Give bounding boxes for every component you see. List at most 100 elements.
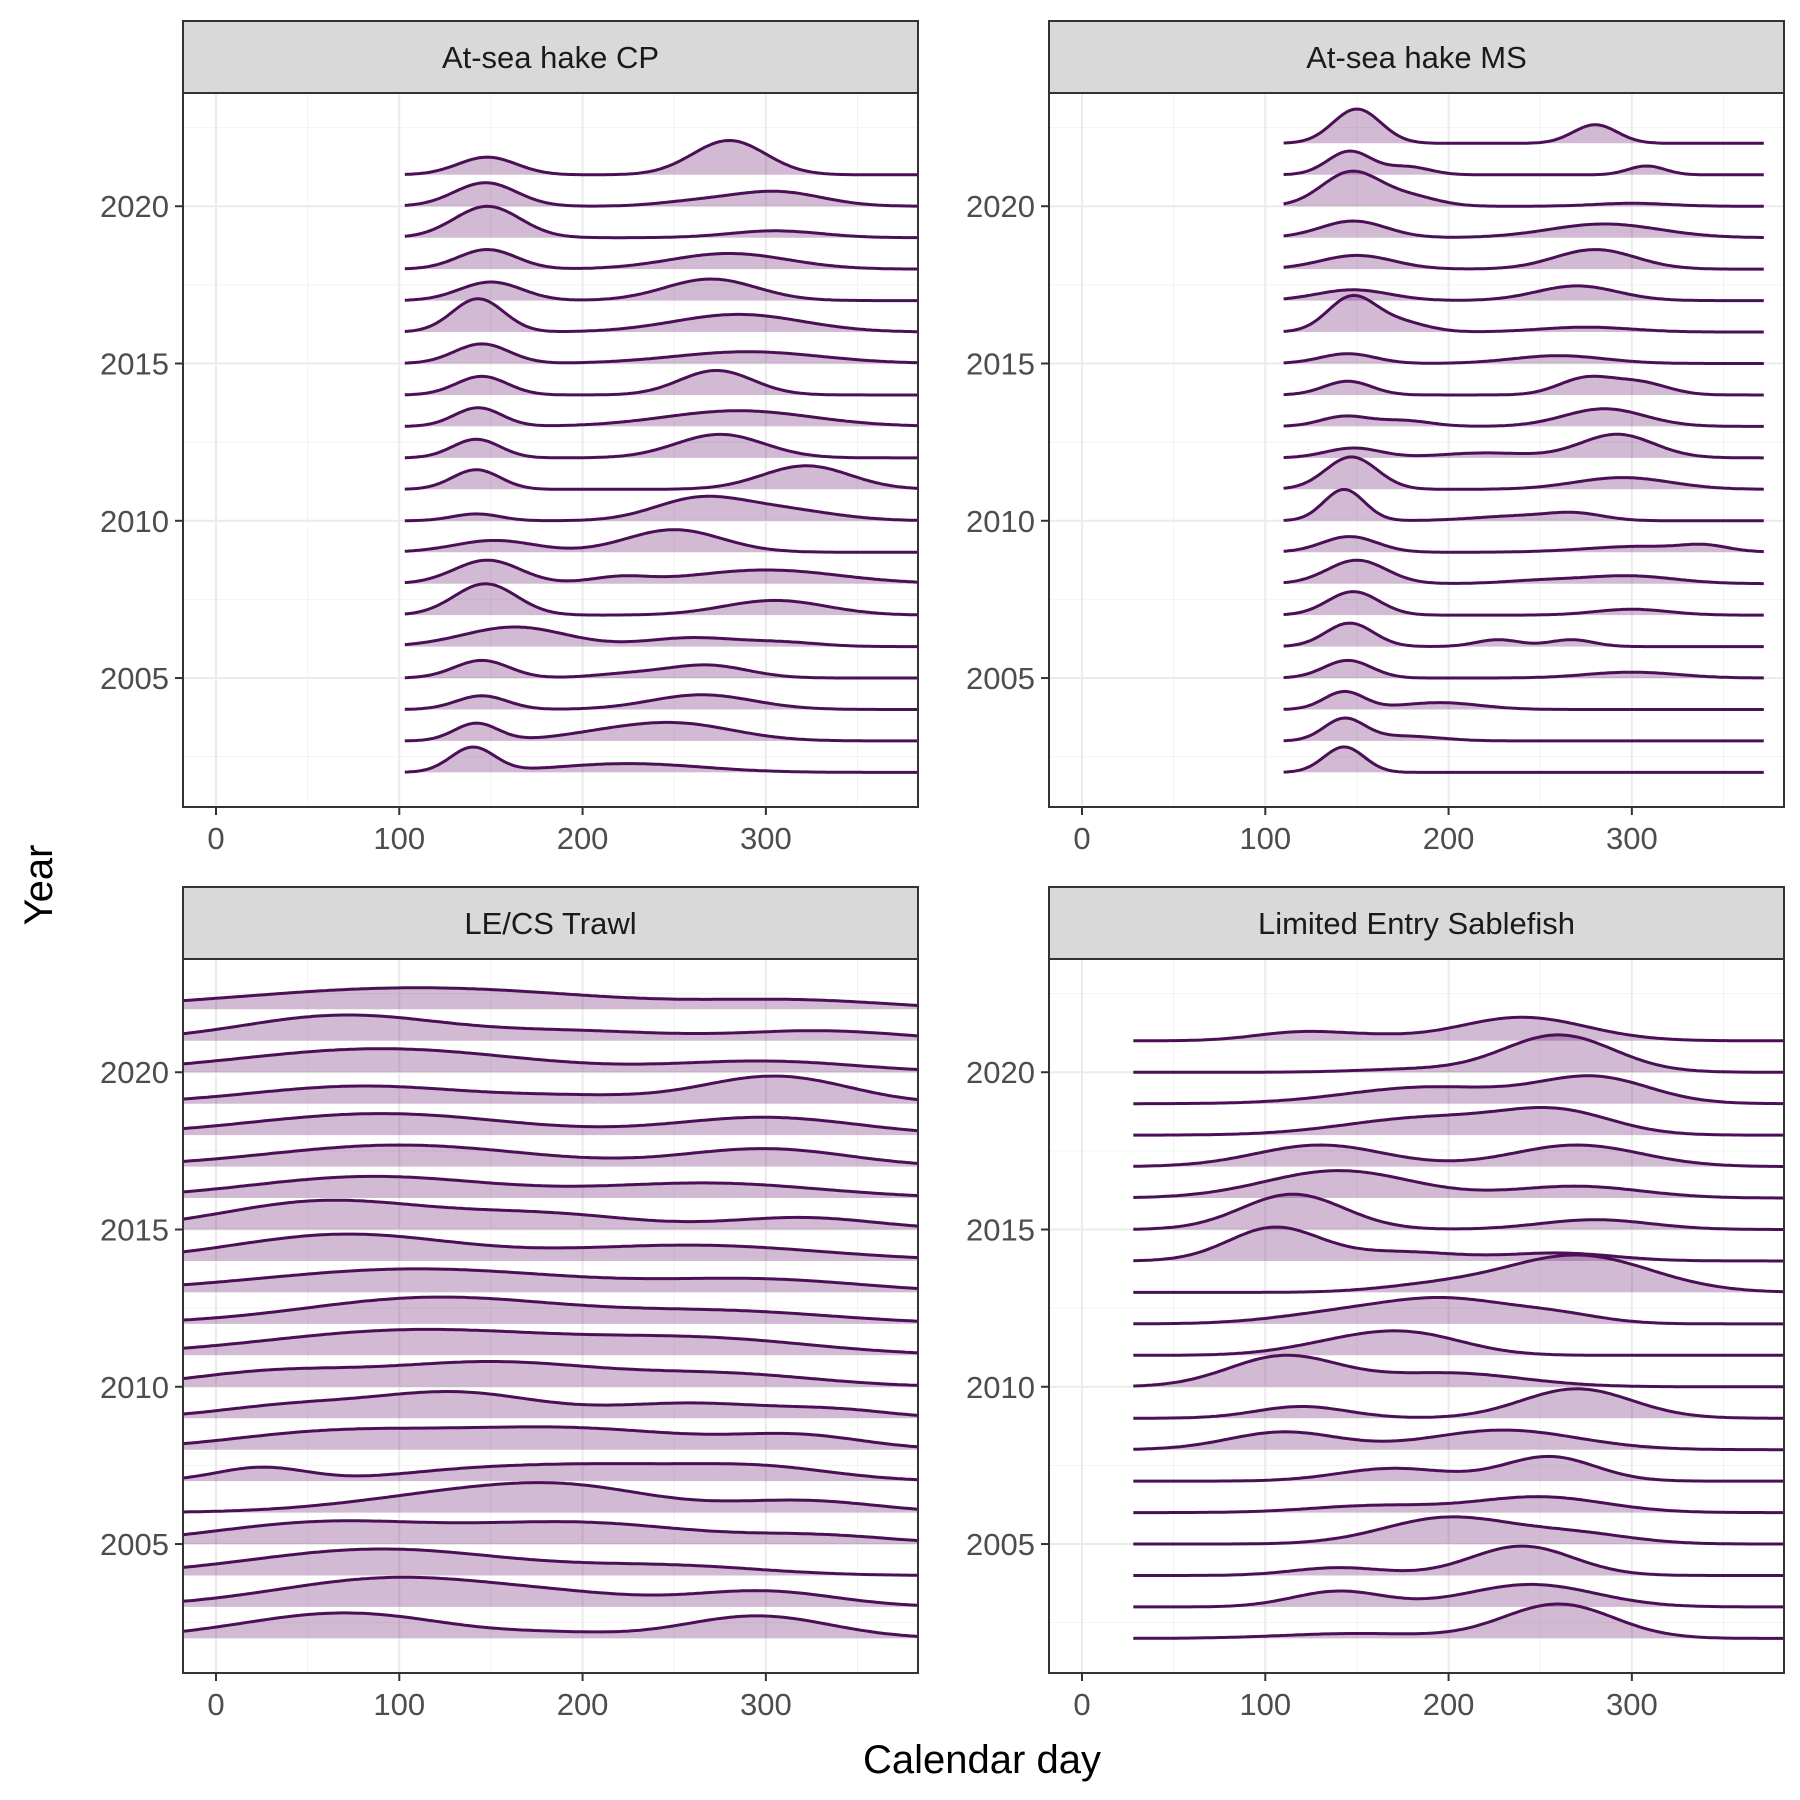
ridge-area: [1283, 151, 1764, 175]
ridge-2006: [1133, 1495, 1784, 1515]
ridge-2011: [1283, 455, 1764, 491]
ridge-2009: [1133, 1387, 1784, 1420]
facet-panel: Limited Entry Sablefish 0 100 200 300 2005 201…: [966, 886, 1785, 1722]
ridge-line: [404, 582, 918, 617]
ridge-area: [1133, 1194, 1784, 1230]
ridge-line: [183, 1232, 918, 1260]
ridge-area: [1283, 171, 1764, 207]
ridge-2002: [404, 745, 918, 774]
ridge-line: [404, 406, 918, 428]
ridge-line: [183, 1013, 918, 1038]
ridge-area: [1283, 536, 1764, 553]
ridge-2020: [404, 181, 918, 208]
ridge-line: [1283, 745, 1764, 774]
ridge-area: [183, 1234, 918, 1261]
x-tick-label: 0: [1073, 1687, 1090, 1722]
ridge-area: [1283, 591, 1764, 616]
ridge-line: [404, 297, 918, 334]
ridge-line: [183, 1462, 918, 1482]
ridge-line: [1283, 658, 1764, 680]
x-axis-title: Calendar day: [863, 1738, 1101, 1782]
ridge-line: [1133, 1353, 1784, 1389]
y-tick-label: 2020: [100, 1055, 169, 1090]
y-axis-title: Year: [17, 845, 61, 926]
ridge-line: [1283, 107, 1764, 145]
facet-title: LE/CS Trawl: [464, 906, 636, 941]
x-tick-label: 100: [373, 1687, 425, 1722]
ridge-2014: [1133, 1225, 1784, 1263]
ridge-2015: [1283, 352, 1764, 365]
ridge-line: [1133, 1074, 1784, 1106]
ridge-line: [1133, 1515, 1784, 1546]
ridge-2010: [183, 1360, 918, 1387]
ridge-2018: [1133, 1106, 1784, 1137]
facet-strip: [1048, 20, 1785, 94]
ridge-2009: [404, 528, 918, 554]
ridge-area: [183, 1297, 918, 1324]
ridge-2005: [183, 1519, 918, 1544]
ridge-2021: [1283, 149, 1764, 177]
ridge-2012: [404, 432, 918, 460]
ridge-2006: [183, 1481, 918, 1514]
ridge-line: [1283, 432, 1764, 460]
facet-panel: LE/CS Trawl 0 100 200 300 2005 2010 2015 2020: [100, 886, 919, 1722]
ridge-2010: [1283, 488, 1764, 523]
ridge-2004: [404, 693, 918, 711]
ridge-2002: [1283, 745, 1764, 774]
ridge-line: [1283, 535, 1764, 554]
ridge-2014: [404, 369, 918, 397]
ridge-line: [1133, 1192, 1784, 1231]
ridge-2021: [183, 1013, 918, 1041]
ridge-line: [1133, 1033, 1784, 1074]
ridge-area: [404, 343, 918, 364]
ridge-area: [183, 1268, 918, 1293]
ridge-line: [183, 1547, 918, 1577]
ridge-area: [1283, 623, 1764, 647]
ridge-area: [404, 694, 918, 710]
facet-title: At-sea hake MS: [1306, 40, 1527, 75]
ridge-line: [1133, 1225, 1784, 1263]
ridge-line: [404, 720, 918, 743]
ridge-line: [404, 369, 918, 397]
x-tick-label: 200: [1423, 1687, 1475, 1722]
ridges: [1133, 1015, 1784, 1640]
ridge-line: [1133, 1015, 1784, 1043]
ridge-line: [183, 986, 918, 1007]
ridge-line: [404, 658, 918, 680]
y-tick-label: 2015: [100, 347, 169, 382]
ridge-line: [1283, 407, 1764, 428]
ridge-2021: [404, 139, 918, 177]
x-tick-label: 300: [740, 821, 792, 856]
ridge-area: [1283, 747, 1764, 773]
ridge-line: [183, 1611, 918, 1638]
y-tick-label: 2020: [966, 1055, 1035, 1090]
ridge-line: [183, 1295, 918, 1323]
ridge-area: [183, 1482, 918, 1513]
ridge-area: [1133, 1546, 1784, 1576]
ridge-line: [404, 625, 918, 649]
ridge-2018: [183, 1112, 918, 1136]
ridge-2017: [404, 277, 918, 303]
ridge-2006: [1283, 621, 1764, 649]
ridge-line: [183, 1519, 918, 1543]
ridge-2003: [1133, 1582, 1784, 1609]
x-tick-label: 200: [557, 821, 609, 856]
ridge-area: [404, 407, 918, 427]
ridge-2020: [183, 1047, 918, 1073]
ridge-line: [183, 1425, 918, 1449]
ridge-2004: [1133, 1544, 1784, 1577]
ridge-area: [404, 529, 918, 553]
ridge-2007: [404, 582, 918, 617]
ridge-2011: [1133, 1329, 1784, 1357]
ridge-2022: [183, 986, 918, 1010]
ridge-line: [404, 745, 918, 774]
x-tick-label: 0: [1073, 821, 1090, 856]
ridge-line: [1283, 621, 1764, 649]
ridge-2003: [1283, 716, 1764, 743]
y-tick-label: 2005: [966, 1527, 1035, 1562]
ridge-2018: [1283, 248, 1764, 271]
ridge-line: [183, 1575, 918, 1607]
ridge-2004: [183, 1547, 918, 1577]
ridge-area: [404, 747, 918, 773]
ridge-line: [404, 204, 918, 240]
